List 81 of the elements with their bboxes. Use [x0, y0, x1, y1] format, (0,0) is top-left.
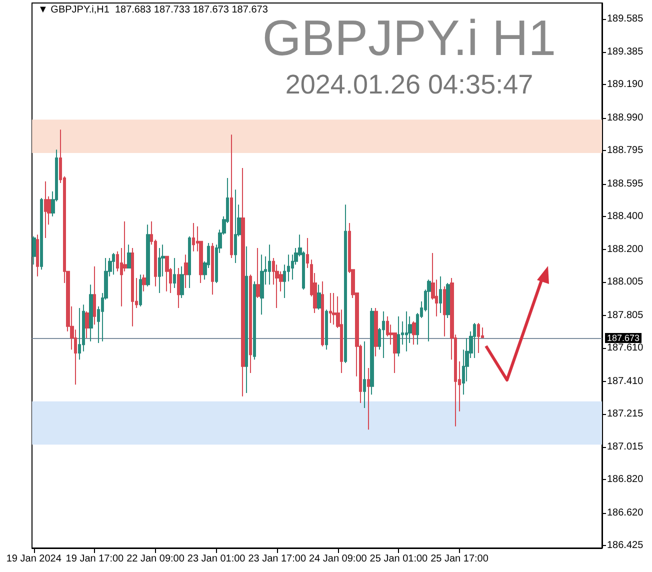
candlestick — [367, 368, 370, 430]
candlestick — [131, 248, 134, 327]
candlestick — [306, 238, 309, 268]
candlestick — [241, 168, 245, 397]
candlestick — [146, 224, 150, 287]
x-tick-label: 23 Jan 01:00 — [187, 554, 246, 564]
candlestick — [363, 340, 366, 408]
candlestick — [249, 274, 252, 374]
annotation: ▼ GBPJPY.i,H1 187.683 187.733 187.673 187.673 — [38, 4, 268, 16]
y-tick-label: 186.425 — [607, 540, 644, 551]
ref-line-label: 187.673 — [607, 333, 640, 343]
candlestick — [89, 284, 93, 342]
y-tick-label: 186.620 — [607, 508, 644, 518]
candlestick — [173, 258, 176, 288]
candlestick — [180, 266, 184, 298]
candlestick — [427, 279, 431, 342]
candlestick — [446, 282, 450, 318]
y-tick-label: 189.585 — [607, 13, 644, 24]
y-tick-label: 189.190 — [607, 79, 644, 90]
candlestick — [329, 292, 332, 324]
candlestick — [245, 246, 248, 394]
candlestick — [256, 248, 260, 298]
y-tick-label: 188.200 — [607, 244, 644, 256]
candlestick — [211, 242, 214, 296]
candlestick — [32, 236, 36, 266]
y-tick-label: 188.795 — [607, 145, 644, 156]
candlestick — [44, 180, 47, 238]
y-tick-label: 187.610 — [607, 342, 644, 354]
y-tick-label: 186.820 — [607, 474, 644, 486]
candlestick — [112, 252, 115, 276]
candlestick — [139, 274, 142, 307]
candlestick — [165, 256, 169, 292]
candlestick — [370, 308, 374, 396]
candlestick — [127, 244, 131, 268]
candlestick — [85, 310, 89, 338]
candlestick — [473, 322, 476, 358]
x-tick-label: 22 Jan 09:00 — [126, 554, 185, 564]
candlestick — [142, 274, 146, 292]
candlestick — [192, 222, 195, 252]
candlestick — [93, 266, 96, 326]
candlestick — [268, 244, 271, 286]
candlestick — [36, 234, 39, 277]
candlestick — [177, 268, 180, 308]
candlestick — [321, 280, 324, 347]
y-tick-label: 187.410 — [607, 376, 644, 387]
candlestick — [234, 189, 237, 264]
y-tick-label: 188.400 — [607, 210, 644, 222]
x-tick-label: 19 Jan 2024 — [6, 554, 62, 564]
x-tick-label: 19 Jan 17:00 — [66, 554, 124, 564]
x-tick-label: 25 Jan 17:00 — [430, 554, 489, 564]
candlestick — [158, 248, 161, 294]
candlestick — [260, 254, 264, 316]
candlestick — [382, 310, 385, 358]
y-tick-label: 189.385 — [607, 46, 644, 58]
x-tick-label: 25 Jan 01:00 — [370, 554, 428, 564]
candlestick — [477, 322, 480, 354]
candlestick — [405, 310, 408, 352]
candlestick — [332, 292, 336, 326]
text: 2024.01.26 04:35:47 — [285, 70, 534, 100]
candlestick — [78, 308, 81, 360]
x-tick-label: 24 Jan 09:00 — [308, 554, 368, 564]
candlestick — [184, 254, 188, 288]
y-tick-label: 187.805 — [607, 310, 644, 321]
candlestick — [344, 204, 347, 364]
candlestick — [439, 276, 442, 314]
candlestick — [188, 236, 191, 288]
candlestick — [412, 320, 416, 346]
candlestick — [317, 284, 321, 310]
x-tick-label: 23 Jan 17:00 — [248, 554, 306, 564]
y-tick-label: 188.005 — [607, 276, 644, 288]
candlestick — [40, 198, 43, 270]
y-tick-label: 188.595 — [607, 178, 644, 190]
y-tick-label: 187.015 — [607, 442, 644, 453]
y-tick-label: 188.990 — [607, 112, 644, 124]
candlestick — [230, 134, 233, 258]
candlestick — [374, 308, 378, 357]
candlestick — [325, 309, 328, 350]
candlestick — [397, 316, 400, 357]
candlestick — [253, 280, 256, 360]
y-tick-label: 187.215 — [607, 408, 644, 420]
candlestick — [443, 286, 446, 337]
